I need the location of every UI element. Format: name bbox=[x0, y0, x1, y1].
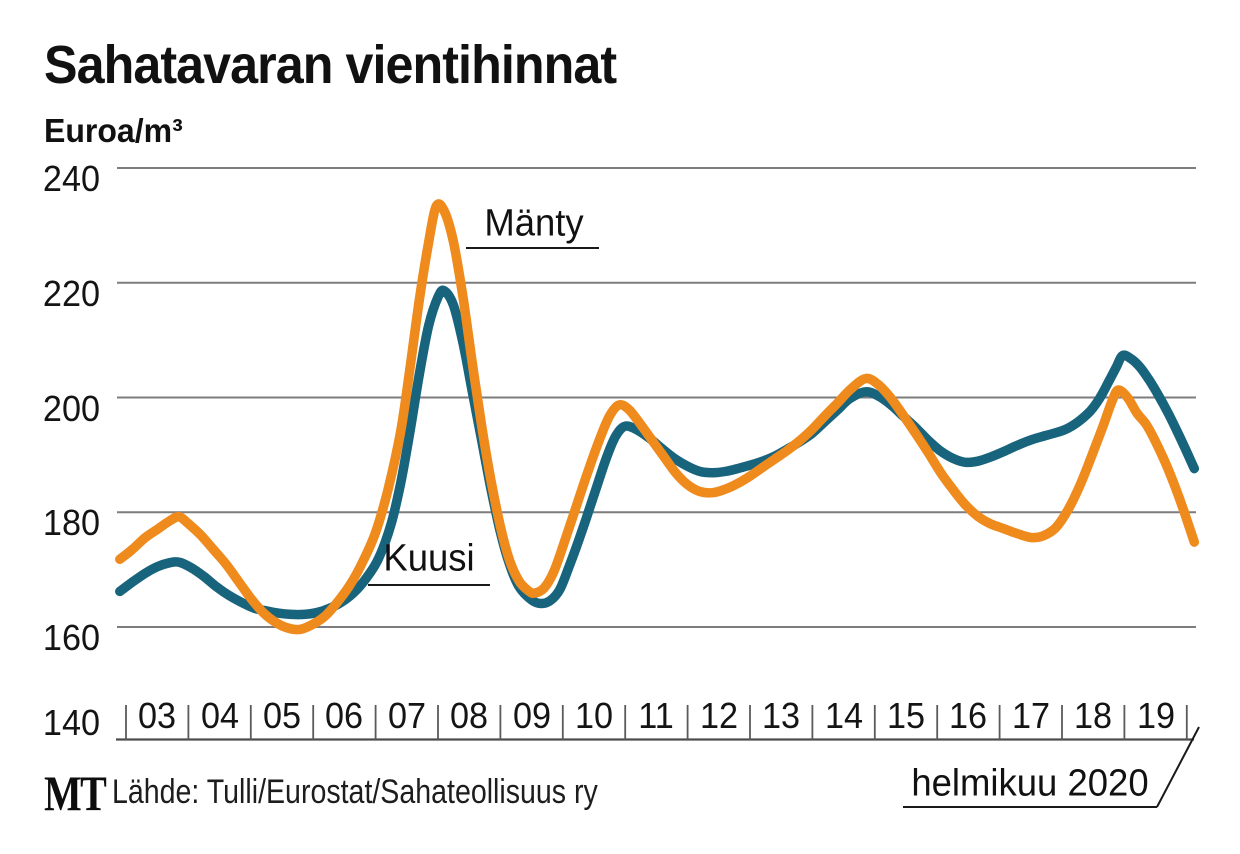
y-tick-label-160: 160 bbox=[42, 617, 100, 658]
mt-logo: MT bbox=[44, 765, 107, 821]
x-tick-label-09: 09 bbox=[512, 695, 551, 736]
y-tick-label-180: 180 bbox=[42, 502, 100, 544]
x-tick-label-16: 16 bbox=[949, 695, 988, 736]
series-label-kuusi: Kuusi bbox=[383, 537, 475, 580]
y-tick-label-140: 140 bbox=[42, 702, 100, 743]
x-tick-label-10: 10 bbox=[574, 695, 614, 736]
x-tick-label-19: 19 bbox=[1136, 695, 1175, 736]
x-tick-label-08: 08 bbox=[450, 695, 489, 736]
callout-diagonal-line bbox=[1156, 726, 1200, 808]
x-tick-label-06: 06 bbox=[325, 695, 364, 736]
x-tick-label-12: 12 bbox=[699, 695, 738, 736]
series-label-manty: Mänty bbox=[484, 202, 584, 245]
x-tick-label-14: 14 bbox=[824, 695, 863, 736]
x-tick-label-05: 05 bbox=[262, 695, 302, 736]
x-tick-label-15: 15 bbox=[886, 695, 926, 736]
manty-line bbox=[115, 199, 1200, 635]
y-axis-title: Euroa/m³ bbox=[44, 112, 183, 149]
annotation-underlines bbox=[368, 247, 1200, 808]
chart-title: Sahatavaran vientihinnat bbox=[44, 35, 617, 95]
y-tick-label-220: 220 bbox=[42, 272, 100, 314]
y-tick-label-240: 240 bbox=[42, 158, 100, 199]
x-tick-label-07: 07 bbox=[387, 695, 426, 736]
x-tick-label-13: 13 bbox=[762, 695, 801, 736]
source-text: Lähde: Tulli/Eurostat/Sahateollisuus ry bbox=[112, 773, 598, 811]
gridlines bbox=[117, 167, 1196, 628]
x-tick-label-03: 03 bbox=[138, 695, 177, 736]
x-axis-tick-marks bbox=[125, 705, 1188, 740]
y-tick-label-200: 200 bbox=[42, 387, 100, 429]
x-tick-label-17: 17 bbox=[1011, 695, 1050, 736]
x-tick-label-11: 11 bbox=[638, 695, 675, 736]
x-tick-label-18: 18 bbox=[1074, 695, 1113, 736]
x-tick-label-04: 04 bbox=[200, 695, 239, 736]
annotation-helmikuu: helmikuu 2020 bbox=[911, 762, 1149, 805]
